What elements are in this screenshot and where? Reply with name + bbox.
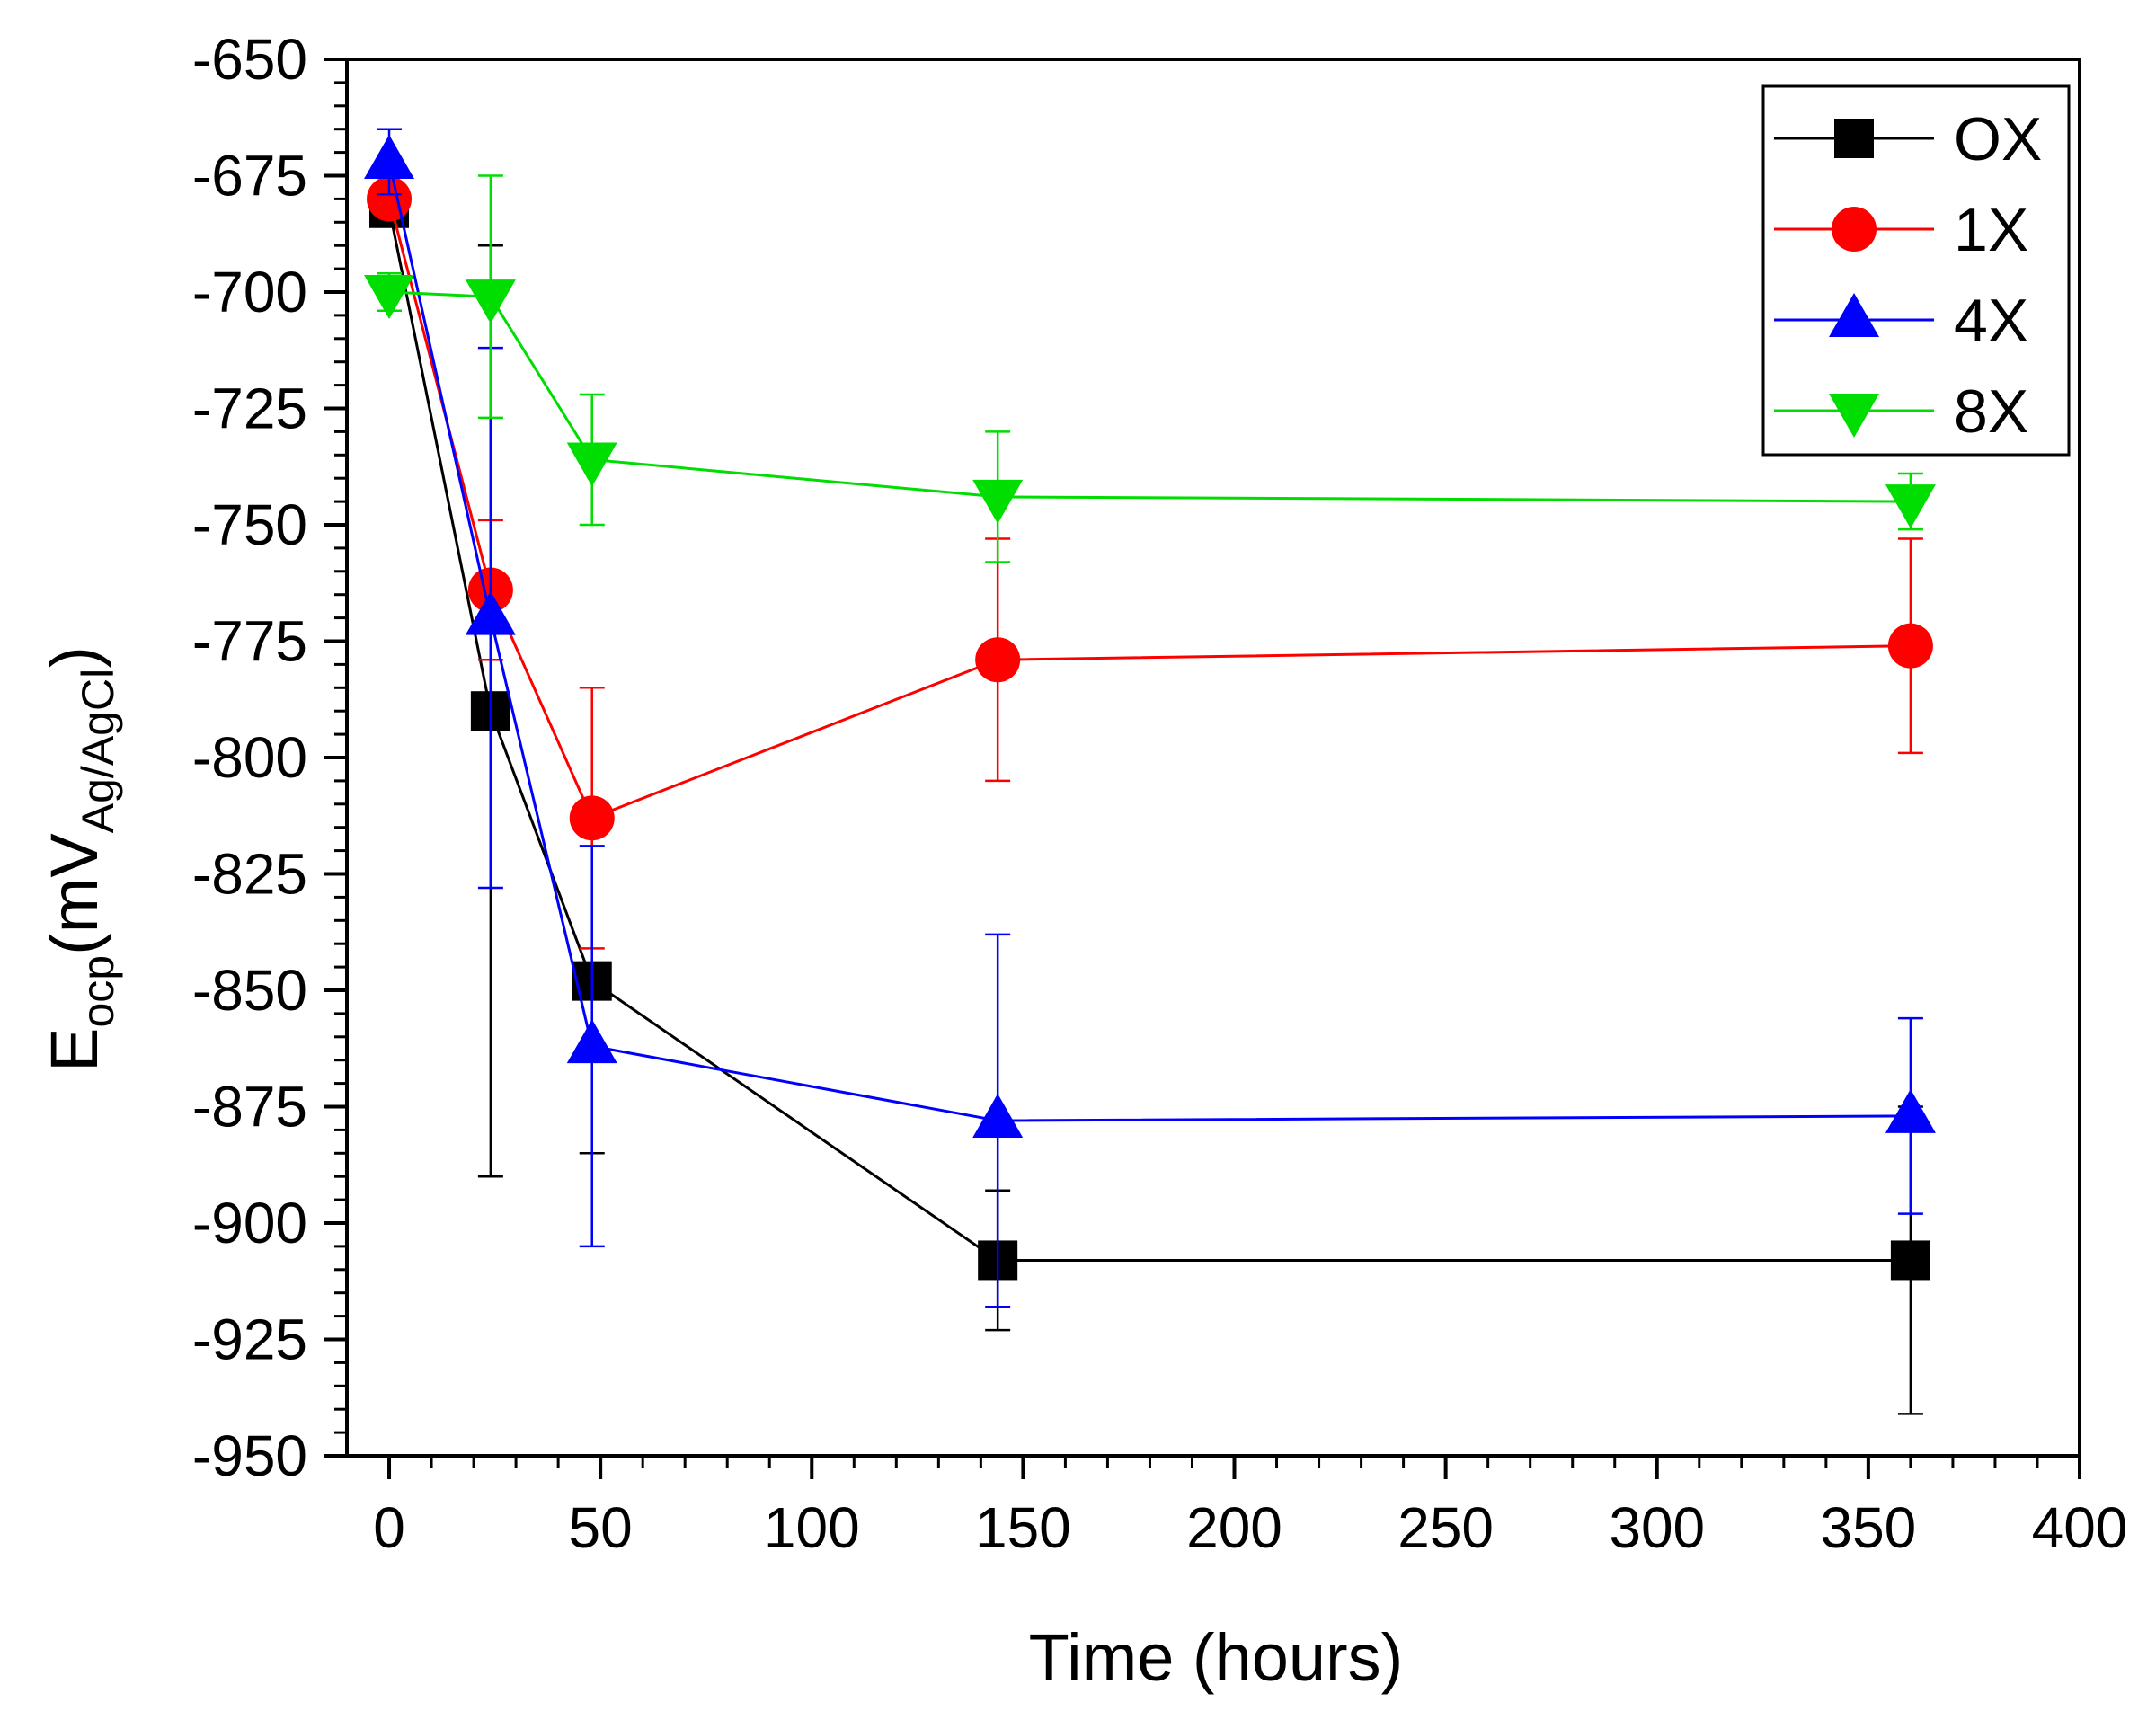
legend-label: 4X [1954,287,2028,355]
legend-label: OX [1954,105,2042,173]
legend-marker [1834,119,1874,158]
data-point [465,279,516,324]
x-tick-label: 400 [2032,1495,2128,1560]
legend-item-8x: 8X [1774,377,2028,446]
legend-marker [1829,293,1879,337]
x-tick-label: 250 [1397,1495,1494,1560]
y-axis-title-unit: (mV [37,833,111,955]
axes: 0 50 100 150 200 250 300 350 400 -650 -675 -700 -725… [192,27,2127,1560]
y-tick-label: -650 [192,27,307,92]
x-tick-label: 350 [1820,1495,1916,1560]
x-tick-label: 100 [764,1495,860,1560]
legend-item-4x: 4X [1774,287,2028,355]
x-tick-label: 200 [1186,1495,1282,1560]
data-point [1885,1088,1936,1133]
legend-label: 8X [1954,377,2028,446]
y-tick-label: -825 [192,842,307,907]
series-4x [364,128,1936,1308]
data-point [569,795,615,841]
data-point [566,1019,617,1064]
data-point [364,134,415,179]
y-tick-label: -800 [192,725,307,790]
y-tick-label: -950 [192,1423,307,1488]
data-point [566,442,617,487]
legend-marker [1832,207,1877,252]
y-tick-label: -675 [192,144,307,208]
x-tick-label: 0 [373,1495,405,1560]
y-tick-label: -725 [192,377,307,441]
series-layer [364,128,1936,1415]
y-axis-title-unit-sub: Ag/AgCl [73,669,123,833]
series-8x [364,174,1936,563]
legend: OX 1X 4X 8X [1761,84,2071,457]
legend-item-ox: OX [1774,105,2042,173]
y-tick-label: -850 [192,958,307,1023]
data-point [465,590,516,635]
x-axis-title: Time (hours) [1029,1620,1404,1695]
legend-marker [1829,394,1879,438]
y-tick-label: -900 [192,1191,307,1255]
y-axis-title-main-sub: ocp [73,955,123,1028]
y-tick-label: -750 [192,492,307,557]
data-point [1890,1240,1930,1281]
data-point [364,275,415,319]
x-tick-label: 50 [569,1495,633,1560]
data-point [1887,623,1933,669]
x-tick-label: 300 [1609,1495,1705,1560]
y-tick-label: -875 [192,1075,307,1139]
legend-label: 1X [1954,196,2028,264]
y-tick-label: -775 [192,609,307,674]
data-point [972,1094,1024,1139]
y-axis-title: Eocp(mVAg/AgCl) [37,646,123,1072]
data-point [975,637,1021,683]
y-axis-title-main: E [37,1028,111,1072]
y-axis-title-unit-close: ) [37,646,111,669]
data-point [972,479,1024,524]
data-point [1885,484,1936,529]
legend-item-1x: 1X [1774,196,2028,264]
x-tick-label: 150 [975,1495,1071,1560]
y-tick-label: -700 [192,260,307,324]
legend-box [1761,84,2071,457]
y-tick-label: -925 [192,1308,307,1372]
